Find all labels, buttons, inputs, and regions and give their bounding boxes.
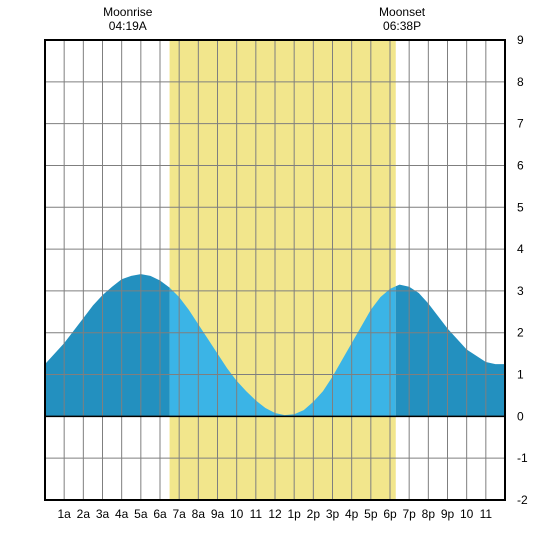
y-tick-label: 7 <box>517 117 524 131</box>
x-tick-label: 1a <box>57 507 71 521</box>
x-tick-label: 6a <box>153 507 167 521</box>
moonset-label: Moonset <box>379 5 426 19</box>
x-tick-label: 6p <box>383 507 397 521</box>
y-tick-label: 3 <box>517 284 524 298</box>
x-tick-label: 1p <box>287 507 301 521</box>
x-tick-label: 11 <box>480 507 493 521</box>
x-tick-label: 10 <box>230 507 244 521</box>
x-tick-label: 9p <box>441 507 455 521</box>
x-tick-label: 5p <box>364 507 378 521</box>
x-tick-label: 10 <box>460 507 474 521</box>
moonrise-time: 04:19A <box>109 19 147 33</box>
x-tick-label: 11 <box>250 507 263 521</box>
y-tick-label: 4 <box>517 242 524 256</box>
x-tick-label: 12 <box>268 507 282 521</box>
x-tick-label: 4a <box>115 507 129 521</box>
moonrise-label: Moonrise <box>103 5 153 19</box>
moonset-time: 06:38P <box>383 19 421 33</box>
y-tick-label: 1 <box>517 368 524 382</box>
x-tick-label: 8a <box>192 507 206 521</box>
y-tick-label: 0 <box>517 409 524 423</box>
chart-svg: -2-101234567891a2a3a4a5a6a7a8a9a1011121p… <box>0 0 550 550</box>
x-tick-label: 3p <box>326 507 340 521</box>
y-tick-label: -2 <box>517 493 528 507</box>
y-tick-label: 8 <box>517 75 524 89</box>
x-tick-label: 3a <box>96 507 110 521</box>
y-tick-label: 2 <box>517 326 524 340</box>
x-tick-label: 2p <box>307 507 321 521</box>
x-tick-label: 8p <box>422 507 436 521</box>
y-tick-label: -1 <box>517 451 528 465</box>
y-tick-label: 6 <box>517 158 524 172</box>
y-tick-label: 9 <box>517 33 524 47</box>
tide-chart: -2-101234567891a2a3a4a5a6a7a8a9a1011121p… <box>0 0 550 550</box>
x-tick-label: 4p <box>345 507 359 521</box>
x-tick-label: 7a <box>172 507 186 521</box>
daylight-band <box>170 40 396 500</box>
x-tick-label: 5a <box>134 507 148 521</box>
y-tick-label: 5 <box>517 200 524 214</box>
x-tick-label: 2a <box>77 507 91 521</box>
x-tick-label: 9a <box>211 507 225 521</box>
x-tick-label: 7p <box>402 507 416 521</box>
